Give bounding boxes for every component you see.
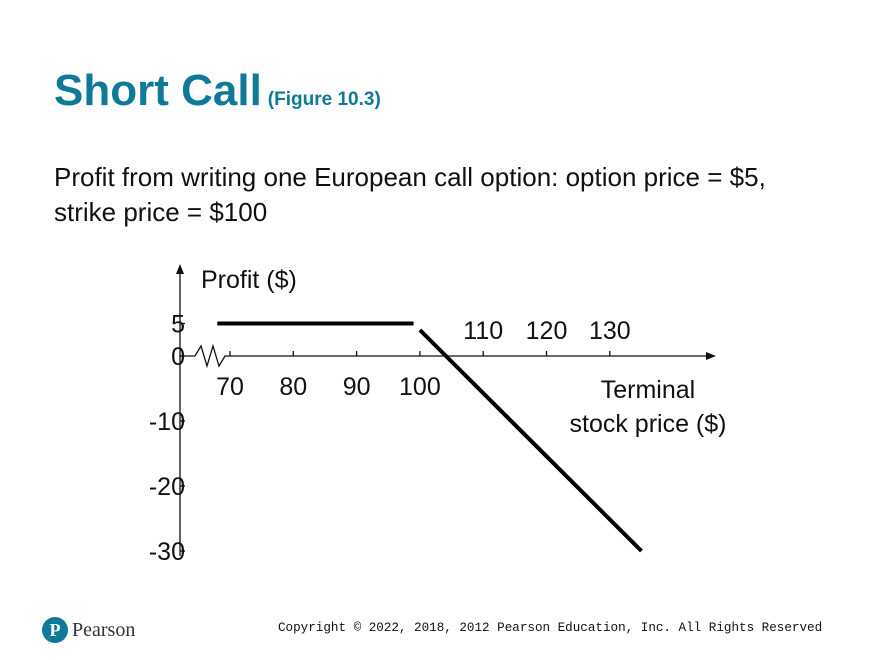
y-tick-label: 5: [171, 311, 185, 339]
y-axis-arrow-icon: [176, 264, 184, 274]
y-tick-label: 0: [171, 343, 185, 371]
x-axis-label-line1: Terminal: [601, 376, 695, 404]
x-tick-label: 110: [463, 317, 503, 345]
pearson-wordmark: Pearson: [72, 618, 136, 641]
slide-title: Short Call (Figure 10.3): [54, 66, 381, 116]
x-tick-label: 80: [279, 373, 307, 401]
y-tick-label: -20: [149, 473, 185, 501]
x-tick-label: 130: [589, 317, 631, 345]
y-tick-label: -10: [149, 408, 185, 436]
x-axis-arrow-icon: [706, 352, 716, 360]
x-axis-label-line2: stock price ($): [570, 410, 727, 438]
x-axis: [180, 343, 708, 369]
slide-description: Profit from writing one European call op…: [54, 162, 766, 227]
x-tick-label: 90: [343, 373, 371, 401]
x-tick-label: 120: [526, 317, 568, 345]
y-axis-label: Profit ($): [201, 266, 297, 294]
profit-line-segment-2: [418, 328, 643, 553]
title-text: Short Call: [54, 66, 262, 115]
x-tick-label: 70: [216, 373, 244, 401]
copyright-notice: Copyright © 2022, 2018, 2012 Pearson Edu…: [278, 621, 823, 635]
pearson-p-icon: P: [42, 617, 68, 643]
x-tick-label: 100: [399, 373, 441, 401]
pearson-logo: P Pearson: [42, 617, 135, 643]
figure-reference: (Figure 10.3): [267, 89, 381, 110]
y-tick-label: -30: [149, 538, 185, 566]
